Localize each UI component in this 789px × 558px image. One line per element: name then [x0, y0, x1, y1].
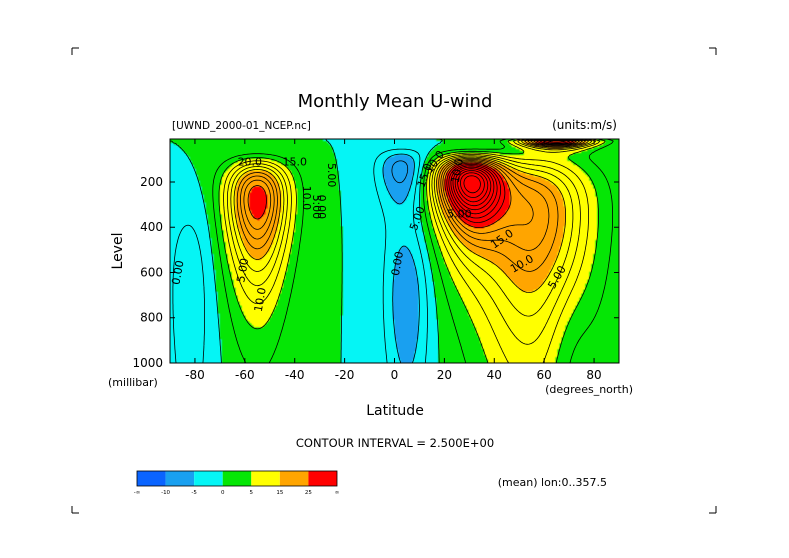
colorbar-label: -5: [191, 490, 197, 496]
colorbar-swatch-0: [137, 471, 166, 486]
contour-line: [236, 139, 586, 272]
colorbar-label: 0: [221, 490, 225, 496]
colorbar-label: ∞: [335, 490, 340, 496]
crop-mark-top-right: [709, 47, 717, 55]
x-tick-label: -60: [235, 368, 255, 382]
x-tick-label: 0: [391, 368, 399, 382]
contour-interval-text: CONTOUR INTERVAL = 2.500E+00: [296, 436, 494, 450]
contour-line: [450, 140, 566, 215]
crop-mark-top-left: [71, 47, 79, 55]
x-tick-label: 40: [487, 368, 502, 382]
y-axis-title: Level: [110, 233, 126, 270]
footnote-lon-range: (mean) lon:0..357.5: [498, 476, 607, 489]
contour-label: 5.00: [325, 163, 338, 188]
y-axis: 200 400 600 800 1000: [132, 175, 619, 370]
x-tick-label: -40: [285, 368, 305, 382]
colorbar-swatch-3: [222, 471, 252, 486]
contour-label: 10.0: [449, 158, 466, 184]
contour-line: [446, 139, 574, 223]
colorbar-swatch-1: [165, 471, 195, 486]
crop-mark-bottom-right: [709, 506, 717, 514]
y-tick-label: 600: [140, 265, 163, 279]
dataset-label: [UWND_2000-01_NCEP.nc]: [172, 120, 311, 132]
y-tick-label: 400: [140, 220, 163, 234]
plot-area: 20.0 15.010.05.000.0010.05.000.005.000.00…: [169, 139, 619, 363]
y-tick-label: 800: [140, 311, 163, 325]
x-tick-label: 20: [437, 368, 452, 382]
colorbar-label: -10: [161, 490, 170, 496]
colorbar-swatch-2: [194, 471, 223, 486]
colorbar-swatch-6: [308, 471, 337, 486]
contour-line: [247, 139, 577, 228]
contour-line: [223, 139, 601, 363]
contour-label: 20.0: [238, 156, 263, 169]
contour-label: 15.0: [282, 156, 307, 169]
units-label: (units:m/s): [552, 118, 617, 132]
x-tick-label: -20: [335, 368, 355, 382]
contour-line: [227, 139, 597, 345]
chart-title: Monthly Mean U-wind: [298, 91, 493, 112]
contour-line: [230, 139, 593, 317]
x-tick-label: 60: [537, 368, 552, 382]
contour-line: [463, 175, 481, 194]
crop-mark-bottom-left: [71, 506, 79, 514]
x-axis-units: (degrees_north): [545, 383, 633, 396]
x-axis: -80 -60 -40 -20 0 20 40 60 80: [185, 139, 602, 382]
contour-line: [460, 172, 485, 198]
contour-line: [448, 140, 571, 219]
contour-lines: [170, 139, 614, 363]
contour-line: [172, 148, 428, 363]
contour-line: [243, 139, 580, 234]
y-tick-label: 200: [140, 175, 163, 189]
contour-line: [391, 160, 409, 184]
contour-line: [457, 170, 489, 203]
contour-line: [212, 139, 614, 363]
crop-marks: [71, 47, 717, 514]
x-tick-label: 80: [586, 368, 601, 382]
colorbar-label: -∞: [134, 490, 141, 496]
contour-line: [170, 139, 443, 363]
contour-line: [452, 166, 495, 211]
contour-line: [382, 153, 420, 363]
colorbar-label: 25: [305, 490, 312, 496]
colorbar-swatch-5: [279, 471, 309, 486]
colorbar-label: 15: [276, 490, 283, 496]
y-tick-label: 1000: [132, 356, 163, 370]
contour-line: [240, 139, 583, 251]
y-axis-units: (millibar): [108, 376, 158, 389]
contour-label: 5.00: [447, 208, 472, 221]
contour-line: [233, 139, 589, 293]
contour-label: 0.00: [169, 259, 186, 285]
contour-label: 5.00: [310, 195, 323, 220]
contour-line: [218, 139, 606, 363]
contour-line: [454, 168, 492, 207]
wind-field-raster: [170, 139, 619, 363]
contour-label: 10.0: [252, 287, 269, 313]
contour-label: 0.00: [389, 250, 406, 276]
x-tick-label: -80: [185, 368, 205, 382]
colorbar: -∞ -10 -5 0 5 15 25 ∞: [134, 470, 340, 496]
contour-label: 0.00: [315, 195, 328, 220]
colorbar-frame: [136, 470, 338, 487]
contour-label: 5.00: [234, 257, 251, 283]
x-axis-title: Latitude: [366, 403, 424, 419]
contour-label: 10.0: [300, 186, 313, 211]
colorbar-label: 5: [250, 490, 254, 496]
colorbar-swatch-4: [251, 471, 280, 486]
